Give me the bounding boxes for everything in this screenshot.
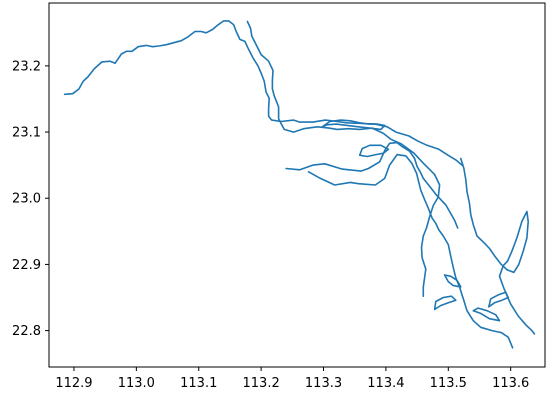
plot-frame — [48, 2, 546, 368]
y-tick-label: 23.1 — [12, 126, 41, 141]
series-line-7 — [433, 295, 457, 311]
x-tick-label: 113.0 — [118, 376, 155, 391]
plot-lines — [63, 20, 536, 349]
y-tick-label: 23.2 — [12, 59, 41, 74]
x-tick-label: 113.1 — [180, 376, 217, 391]
series-line-6 — [358, 144, 390, 158]
y-axis-ticks: 22.8 22.9 23.0 23.1 23.2 — [12, 59, 49, 339]
y-tick-label: 22.9 — [12, 258, 41, 273]
x-tick-label: 113.4 — [367, 376, 404, 391]
y-tick-label: 22.8 — [12, 324, 41, 339]
series-line-4 — [460, 157, 536, 335]
x-tick-label: 113.3 — [305, 376, 342, 391]
y-tick-label: 23.0 — [12, 192, 41, 207]
series-line-9 — [472, 307, 501, 322]
series-line-1 — [246, 20, 441, 297]
series-line-10 — [443, 274, 462, 288]
x-tick-label: 113.6 — [492, 376, 529, 391]
series-line-5 — [321, 119, 386, 131]
series-line-3 — [307, 153, 514, 349]
x-axis-ticks: 112.9 113.0 113.1 113.2 113.3 113.4 113.5 113.6 — [55, 367, 529, 391]
x-tick-label: 113.5 — [430, 376, 467, 391]
series-line-2 — [285, 141, 459, 229]
x-tick-label: 112.9 — [55, 376, 92, 391]
series-line-8 — [488, 291, 509, 308]
x-tick-label: 113.2 — [243, 376, 280, 391]
